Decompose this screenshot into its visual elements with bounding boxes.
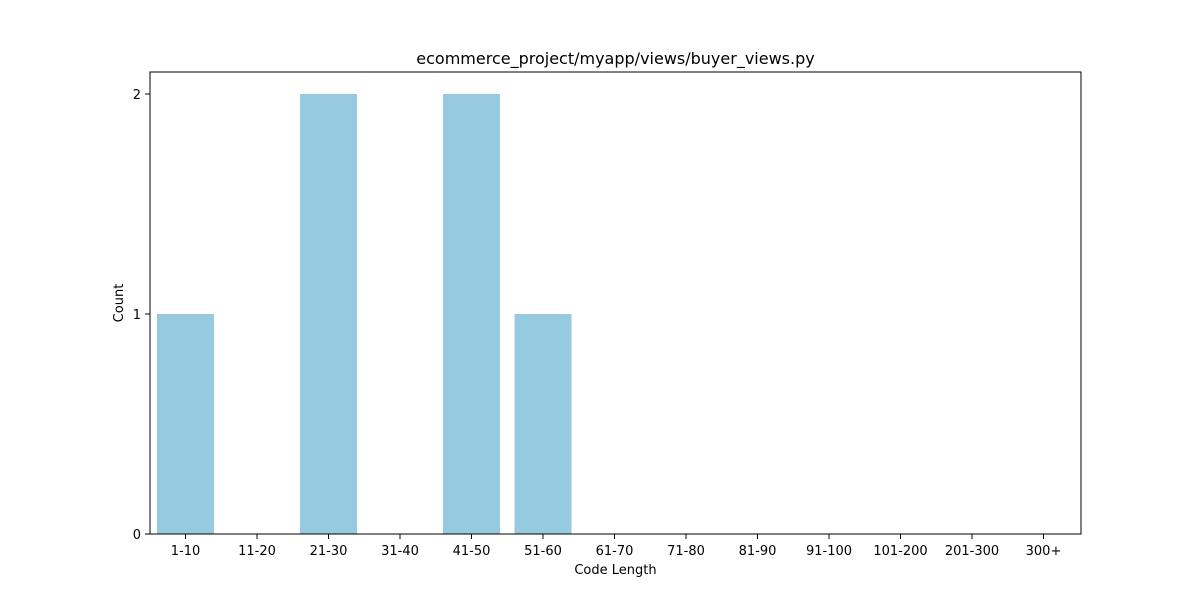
x-tick-label: 71-80 xyxy=(667,544,705,559)
y-tick-label: 2 xyxy=(133,88,141,103)
bars-layer xyxy=(157,94,572,534)
y-axis-label: Count xyxy=(112,284,127,323)
bar-1-10 xyxy=(157,314,214,534)
x-tick-label: 51-60 xyxy=(524,544,562,559)
x-tick-label: 1-10 xyxy=(171,544,201,559)
x-tick-label: 300+ xyxy=(1026,544,1062,559)
x-tick-label: 81-90 xyxy=(739,544,777,559)
x-tick-label: 21-30 xyxy=(310,544,348,559)
y-axis: 0 1 2 xyxy=(133,88,150,543)
bar-21-30 xyxy=(300,94,357,534)
bar-51-60 xyxy=(514,314,572,534)
bar-41-50 xyxy=(443,94,500,534)
x-axis: 1-10 11-20 21-30 31-40 41-50 51-60 61-70 71-80 8… xyxy=(171,534,1062,559)
x-tick-label: 41-50 xyxy=(453,544,491,559)
x-tick-label: 101-200 xyxy=(873,544,927,559)
x-tick-label: 61-70 xyxy=(596,544,634,559)
plot-area-frame xyxy=(149,71,1082,535)
chart-title: ecommerce_project/myapp/views/buyer_view… xyxy=(416,49,814,69)
x-tick-label: 11-20 xyxy=(238,544,276,559)
x-tick-label: 31-40 xyxy=(381,544,419,559)
x-tick-label: 201-300 xyxy=(945,544,999,559)
x-tick-label: 91-100 xyxy=(806,544,852,559)
y-tick-label: 1 xyxy=(133,308,141,323)
y-tick-label: 0 xyxy=(133,528,141,543)
x-axis-label: Code Length xyxy=(574,563,656,578)
